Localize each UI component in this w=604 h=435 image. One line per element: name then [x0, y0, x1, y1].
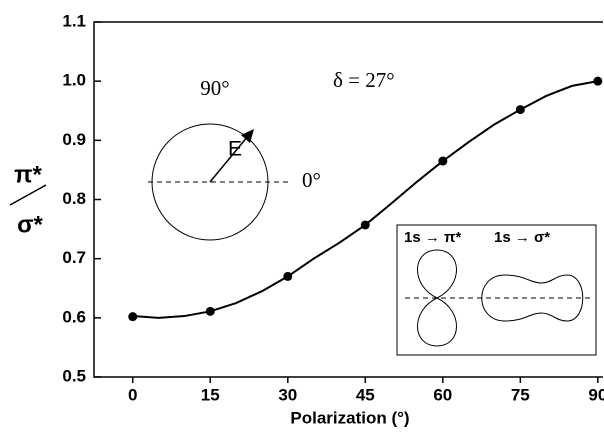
angle-label: 90° [200, 76, 229, 100]
y-tick-label: 0.7 [62, 248, 86, 267]
x-tick-label: 0 [128, 385, 137, 404]
y-tick-label: 0.6 [62, 307, 86, 326]
x-tick-label: 60 [433, 385, 452, 404]
x-tick-label: 75 [511, 385, 530, 404]
pi-lobe [417, 297, 457, 347]
data-point [205, 306, 215, 316]
y-axis-label-slash [9, 184, 47, 206]
e-vector [209, 135, 249, 183]
x-axis-label: Polarization (°) [290, 408, 409, 427]
angle-label: 0° [302, 168, 321, 192]
data-point [360, 220, 370, 230]
data-point [438, 156, 448, 166]
e-label: E [228, 138, 242, 161]
data-point [128, 312, 138, 322]
data-point [593, 76, 603, 86]
pi-transition-label: 1s → π* [404, 229, 462, 246]
x-tick-label: 15 [201, 385, 220, 404]
y-tick-label: 1.1 [62, 11, 86, 30]
y-axis-label-denominator: σ* [17, 211, 43, 238]
x-tick-label: 30 [278, 385, 297, 404]
delta-label: δ = 27° [333, 68, 395, 92]
x-tick-label: 45 [356, 385, 375, 404]
y-tick-label: 0.9 [62, 130, 86, 149]
y-axis-label-numerator: π* [14, 161, 42, 188]
orbital-inset [396, 224, 597, 356]
x-tick-label: 90 [588, 385, 604, 404]
pi-lobe [417, 249, 457, 299]
sigma-transition-label: 1s → σ* [494, 229, 550, 246]
y-tick-label: 0.5 [62, 366, 86, 385]
e-vector-head [241, 129, 254, 143]
data-point [283, 271, 293, 281]
y-tick-label: 0.8 [62, 189, 86, 208]
sigma-orbital [481, 274, 584, 322]
data-point [515, 105, 525, 115]
y-tick-label: 1.0 [62, 71, 86, 90]
